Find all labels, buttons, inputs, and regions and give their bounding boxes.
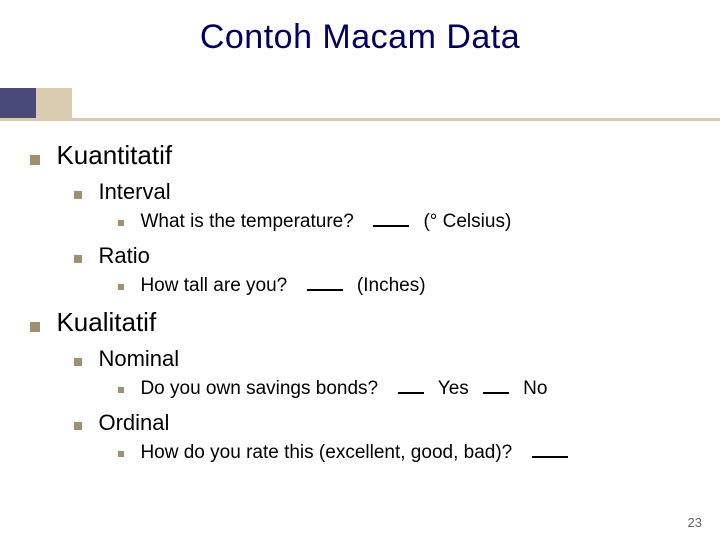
label-ratio: Ratio bbox=[98, 243, 149, 268]
item-nominal: Nominal Do you own savings bonds? Yes bbox=[74, 346, 690, 400]
question-text: Do you own savings bonds? bbox=[140, 378, 378, 399]
label-kuantitatif: Kuantitatif bbox=[56, 140, 172, 170]
question-text: How do you rate this (excellent, good, b… bbox=[140, 442, 512, 463]
label-kualitatif: Kualitatif bbox=[56, 307, 156, 337]
square-bullet-icon bbox=[74, 255, 82, 263]
square-bullet-icon bbox=[118, 220, 124, 226]
item-interval: Interval What is the temperature? (° Cel… bbox=[74, 179, 690, 233]
item-ratio: Ratio How tall are you? (Inches) bbox=[74, 243, 690, 297]
item-kuantitatif: Kuantitatif Interval What is the tempera… bbox=[30, 140, 690, 297]
content-region: Kuantitatif Interval What is the tempera… bbox=[30, 140, 690, 474]
question-interval: What is the temperature? (° Celsius) bbox=[118, 211, 690, 233]
square-bullet-icon bbox=[30, 155, 40, 165]
label-ordinal: Ordinal bbox=[98, 410, 169, 435]
blank-line bbox=[483, 380, 509, 394]
item-kualitatif: Kualitatif Nominal Do you own savings bo… bbox=[30, 307, 690, 464]
question-text: What is the temperature? bbox=[140, 211, 353, 232]
blank-line bbox=[532, 444, 568, 458]
square-bullet-icon bbox=[118, 284, 124, 290]
item-ordinal: Ordinal How do you rate this (excellent,… bbox=[74, 410, 690, 464]
square-bullet-icon bbox=[30, 322, 40, 332]
decoration-light-block bbox=[36, 88, 72, 118]
label-interval: Interval bbox=[98, 179, 170, 204]
question-ratio: How tall are you? (Inches) bbox=[118, 275, 690, 297]
blank-line bbox=[398, 380, 424, 394]
option-yes: Yes bbox=[438, 378, 469, 399]
label-nominal: Nominal bbox=[98, 346, 179, 371]
outline-list: Kuantitatif Interval What is the tempera… bbox=[30, 140, 690, 464]
question-text: How tall are you? bbox=[140, 275, 287, 296]
option-no: No bbox=[523, 378, 547, 399]
square-bullet-icon bbox=[74, 191, 82, 199]
square-bullet-icon bbox=[74, 422, 82, 430]
title-region: Contoh Macam Data bbox=[0, 0, 720, 57]
decoration-underline bbox=[0, 118, 720, 121]
question-ordinal: How do you rate this (excellent, good, b… bbox=[118, 442, 690, 464]
question-suffix: (° Celsius) bbox=[423, 211, 511, 232]
question-nominal: Do you own savings bonds? Yes No bbox=[118, 378, 690, 400]
slide: Contoh Macam Data Kuantitatif Interval bbox=[0, 0, 720, 540]
square-bullet-icon bbox=[118, 387, 124, 393]
blank-line bbox=[373, 213, 409, 227]
question-suffix: (Inches) bbox=[357, 275, 426, 296]
square-bullet-icon bbox=[118, 451, 124, 457]
decoration-dark-block bbox=[0, 88, 36, 118]
page-number: 23 bbox=[688, 515, 702, 530]
slide-title: Contoh Macam Data bbox=[0, 18, 720, 57]
square-bullet-icon bbox=[74, 358, 82, 366]
blank-line bbox=[307, 277, 343, 291]
